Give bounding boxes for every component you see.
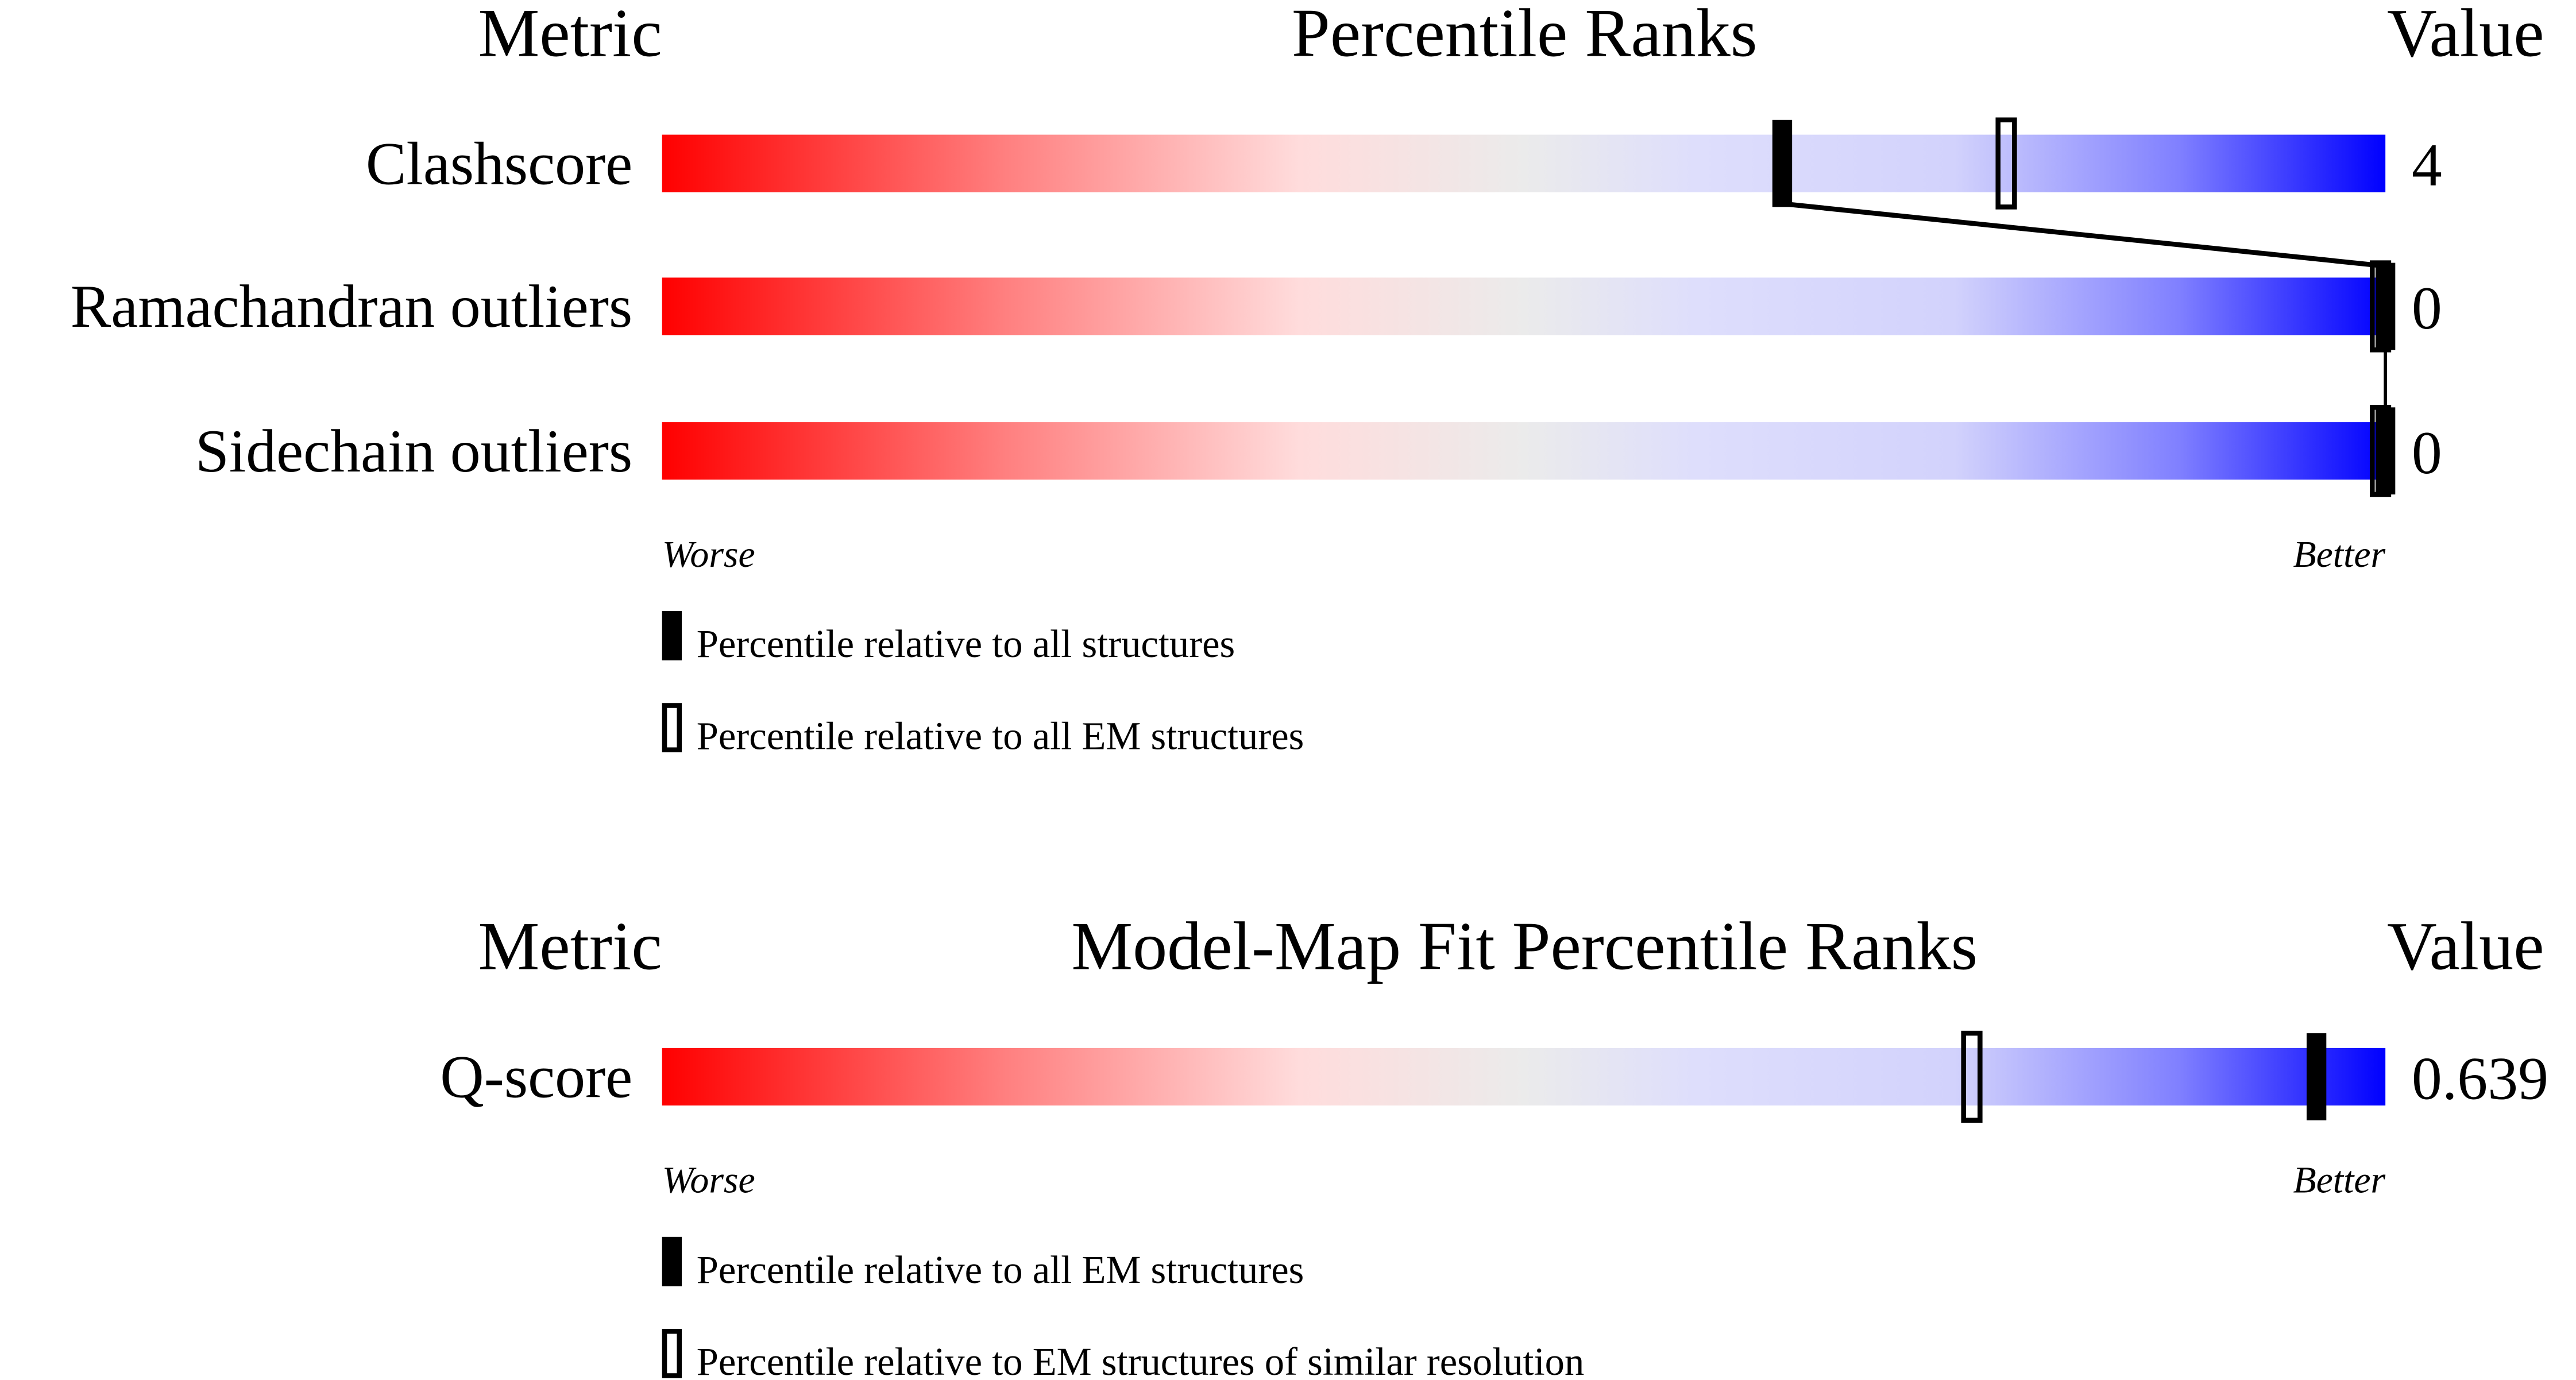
chart-title: Percentile Ranks — [1292, 0, 1758, 71]
metric-label: Q-score — [440, 1043, 632, 1111]
connector-line — [1782, 201, 2386, 269]
better-label: Better — [2293, 534, 2385, 575]
worse-label: Worse — [662, 534, 755, 575]
value-header: Value — [2387, 908, 2544, 984]
open-marker — [1995, 117, 2017, 210]
legend-open-swatch — [662, 1328, 682, 1378]
metric-value: 0.639 — [2412, 1045, 2548, 1112]
percentile-bar — [662, 422, 2386, 480]
legend-open-swatch — [662, 703, 682, 753]
filled-marker — [1772, 119, 1793, 207]
better-label: Better — [2293, 1159, 2385, 1201]
chart-title: Model-Map Fit Percentile Ranks — [1071, 908, 1978, 984]
open-marker — [1961, 1030, 1983, 1123]
metric-value: 0 — [2412, 419, 2442, 486]
metric-label: Clashscore — [366, 130, 632, 197]
metric-value: 0 — [2412, 275, 2442, 342]
filled-marker — [2375, 407, 2396, 494]
legend-filled-swatch — [662, 611, 682, 660]
legend-open-label: Percentile relative to EM structures of … — [697, 1340, 1585, 1380]
metric-label: Sidechain outliers — [195, 418, 632, 485]
metric-header: Metric — [478, 0, 662, 71]
metric-value: 4 — [2412, 132, 2442, 199]
percentile-bar — [662, 134, 2386, 192]
legend-filled-label: Percentile relative to all EM structures — [697, 1248, 1304, 1292]
percentile-bar — [662, 1047, 2386, 1105]
value-header: Value — [2387, 0, 2544, 71]
worse-label: Worse — [662, 1159, 755, 1201]
percentile-bar — [662, 277, 2386, 335]
legend-open-label: Percentile relative to all EM structures — [697, 714, 1304, 757]
legend-filled-label: Percentile relative to all structures — [697, 622, 1235, 666]
filled-marker — [2306, 1033, 2327, 1120]
metric-header: Metric — [478, 908, 662, 984]
metric-label: Ramachandran outliers — [71, 273, 633, 340]
filled-marker — [2375, 262, 2396, 350]
legend-filled-swatch — [662, 1236, 682, 1286]
